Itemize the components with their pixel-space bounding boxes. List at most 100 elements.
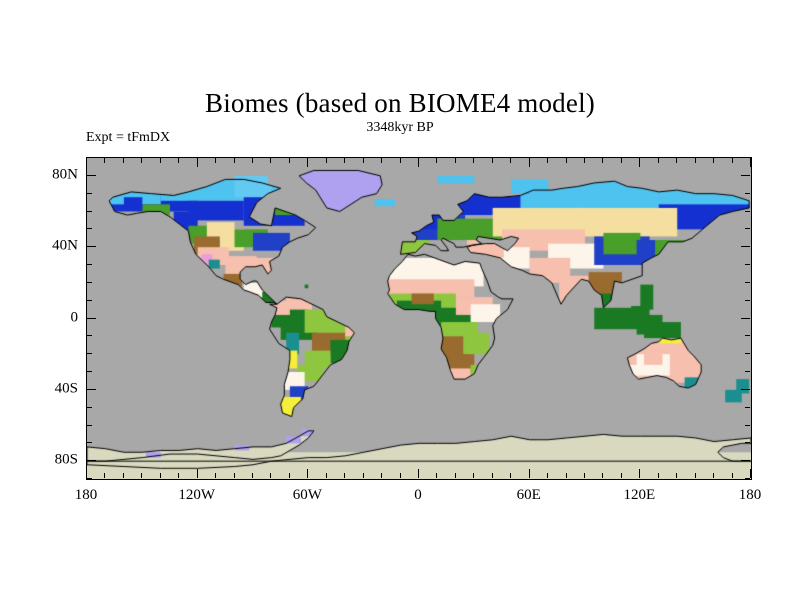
x-tick-top xyxy=(123,158,124,163)
y-tick-right xyxy=(745,228,750,229)
x-tick-top xyxy=(270,158,271,163)
x-tick-top xyxy=(344,158,345,163)
x-tick xyxy=(676,473,677,478)
y-tick-right xyxy=(745,211,750,212)
x-tick-top xyxy=(436,158,437,163)
y-tick-right xyxy=(745,300,750,301)
y-tick-right xyxy=(745,442,750,443)
y-tick-right xyxy=(745,478,750,479)
x-tick-label: 120E xyxy=(623,487,656,503)
x-tick-top xyxy=(602,158,603,163)
x-tick xyxy=(547,473,548,478)
x-tick xyxy=(658,473,659,478)
x-tick-top xyxy=(252,158,253,163)
x-tick xyxy=(732,473,733,478)
x-tick xyxy=(326,473,327,478)
y-tick xyxy=(87,228,92,229)
x-tick-top xyxy=(658,158,659,163)
map-plot-area xyxy=(86,157,752,480)
y-tick xyxy=(87,371,92,372)
x-tick-label: 180 xyxy=(74,487,98,503)
y-tick xyxy=(87,175,96,176)
x-tick xyxy=(234,473,235,478)
x-tick xyxy=(270,473,271,478)
figure-subtitle: 3348kyr BP xyxy=(366,120,434,135)
y-tick-right xyxy=(741,389,750,390)
y-tick xyxy=(87,460,96,461)
x-tick xyxy=(160,473,161,478)
x-tick xyxy=(473,473,474,478)
y-tick-right xyxy=(745,335,750,336)
x-tick xyxy=(602,473,603,478)
x-tick-top xyxy=(492,158,493,163)
x-tick-top xyxy=(160,158,161,163)
x-tick xyxy=(197,469,198,478)
x-tick-top xyxy=(455,158,456,163)
x-tick xyxy=(713,473,714,478)
x-tick-label: 60E xyxy=(516,487,541,503)
y-tick-right xyxy=(745,353,750,354)
x-tick-top xyxy=(197,158,198,167)
x-tick-top xyxy=(400,158,401,163)
x-tick-label: 0 xyxy=(414,487,422,503)
y-tick xyxy=(87,389,96,390)
x-tick-label: 120W xyxy=(178,487,215,503)
x-tick xyxy=(639,469,640,478)
y-tick xyxy=(87,353,92,354)
y-tick-label: 40N xyxy=(52,237,78,254)
y-tick xyxy=(87,442,92,443)
y-tick xyxy=(87,425,92,426)
y-tick xyxy=(87,211,92,212)
y-tick-right xyxy=(741,175,750,176)
x-tick-top xyxy=(621,158,622,163)
x-tick xyxy=(400,473,401,478)
x-tick xyxy=(621,473,622,478)
x-tick-top xyxy=(326,158,327,163)
x-tick xyxy=(141,473,142,478)
experiment-label: Expt = tFmDX xyxy=(86,130,171,145)
x-tick-top xyxy=(510,158,511,163)
y-tick-label: 80S xyxy=(54,451,78,468)
y-tick-label: 0 xyxy=(70,309,79,325)
y-tick-right xyxy=(745,193,750,194)
x-tick xyxy=(104,473,105,478)
x-tick-top xyxy=(307,158,308,167)
x-tick xyxy=(510,473,511,478)
x-tick xyxy=(86,469,87,478)
x-tick xyxy=(436,473,437,478)
x-tick xyxy=(344,473,345,478)
y-tick-right xyxy=(741,460,750,461)
x-tick-top xyxy=(418,158,419,167)
x-tick-top xyxy=(104,158,105,163)
x-tick-top xyxy=(732,158,733,163)
y-tick xyxy=(87,478,92,479)
x-tick xyxy=(307,469,308,478)
y-tick xyxy=(87,193,92,194)
x-tick-top xyxy=(695,158,696,163)
y-tick xyxy=(87,407,92,408)
x-tick xyxy=(455,473,456,478)
y-tick-right xyxy=(745,157,750,158)
y-tick-right xyxy=(745,425,750,426)
y-tick xyxy=(87,246,96,247)
x-tick xyxy=(123,473,124,478)
x-tick-top xyxy=(86,158,87,167)
x-tick-label: 60W xyxy=(292,487,322,503)
x-tick-top xyxy=(529,158,530,167)
x-tick-label: 180 xyxy=(738,487,762,503)
x-tick xyxy=(418,469,419,478)
x-tick-top xyxy=(676,158,677,163)
x-tick xyxy=(252,473,253,478)
x-tick xyxy=(363,473,364,478)
y-tick-right xyxy=(741,318,750,319)
x-tick-top xyxy=(289,158,290,163)
x-tick-top xyxy=(178,158,179,163)
y-tick-right xyxy=(745,264,750,265)
x-tick-top xyxy=(639,158,640,167)
x-tick-top xyxy=(473,158,474,163)
x-tick-top xyxy=(584,158,585,163)
x-tick xyxy=(289,473,290,478)
x-tick xyxy=(381,473,382,478)
x-tick-top xyxy=(381,158,382,163)
